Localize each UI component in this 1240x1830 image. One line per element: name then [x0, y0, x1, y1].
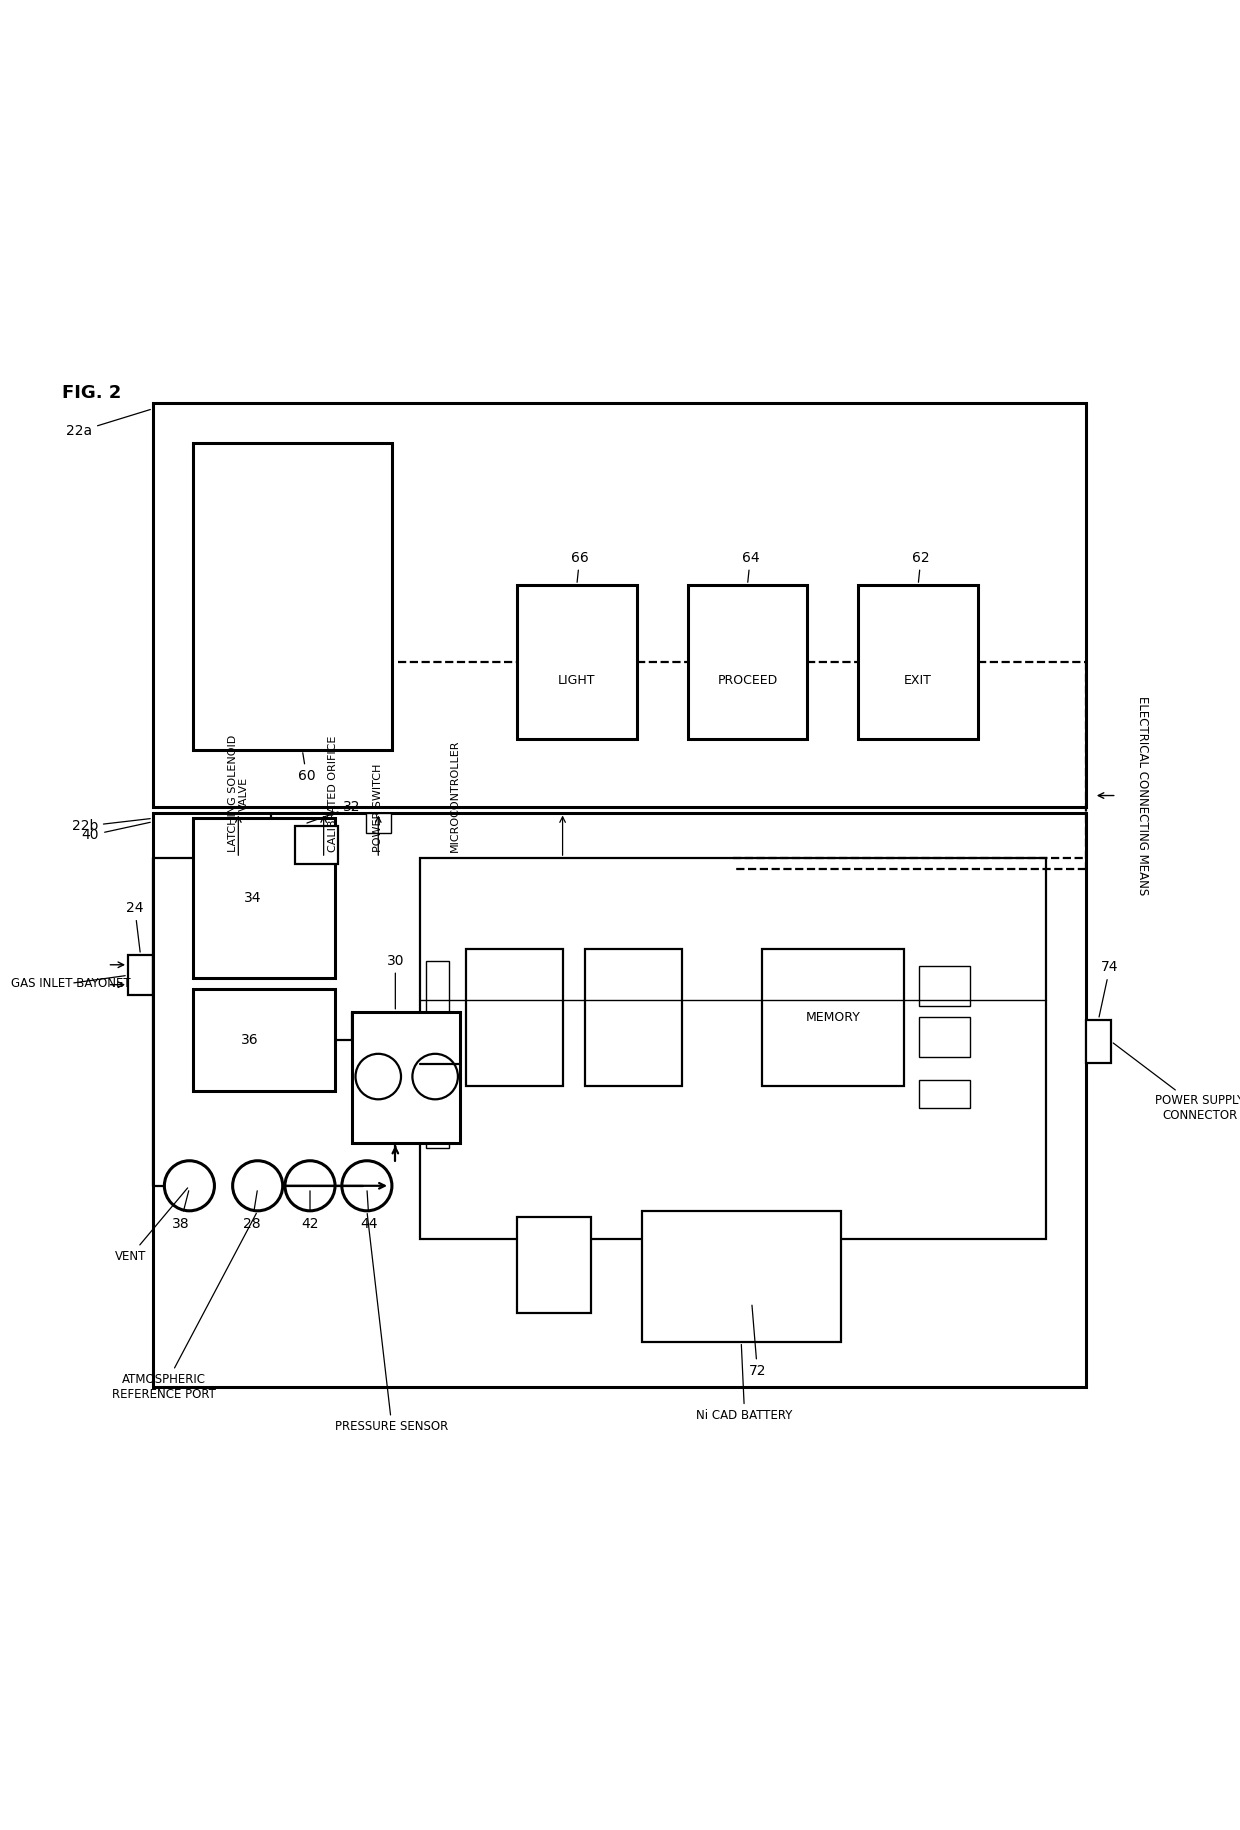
Text: 72: 72: [749, 1305, 766, 1378]
Text: 38: 38: [171, 1191, 190, 1230]
Bar: [352, 1012, 460, 1142]
Bar: [427, 961, 449, 1045]
Text: FIG. 2: FIG. 2: [62, 384, 122, 401]
Text: ELECTRICAL CONNECTING MEANS: ELECTRICAL CONNECTING MEANS: [1136, 695, 1149, 895]
Text: 22a: 22a: [66, 410, 150, 439]
Bar: [366, 813, 391, 833]
Bar: [295, 827, 339, 864]
Text: 74: 74: [1099, 961, 1118, 1017]
Bar: [153, 813, 1086, 1387]
Text: MICROCONTROLLER: MICROCONTROLLER: [449, 739, 460, 853]
Text: POWER SWITCH: POWER SWITCH: [373, 765, 383, 853]
Bar: [858, 586, 978, 739]
Bar: [466, 950, 563, 1085]
Text: 34: 34: [244, 891, 262, 904]
Text: 24: 24: [126, 900, 144, 952]
Bar: [688, 586, 807, 739]
Text: VENT: VENT: [114, 1188, 187, 1263]
Text: MEMORY: MEMORY: [805, 1010, 861, 1025]
Text: POWER SUPPLY
CONNECTOR: POWER SUPPLY CONNECTOR: [1114, 1043, 1240, 1122]
Bar: [919, 966, 970, 1006]
Text: 62: 62: [913, 551, 930, 582]
Bar: [517, 586, 636, 739]
Text: 60: 60: [298, 752, 315, 783]
Text: 42: 42: [301, 1191, 319, 1230]
Text: 28: 28: [243, 1191, 260, 1230]
Bar: [192, 443, 392, 750]
Text: 30: 30: [387, 953, 404, 1008]
Bar: [192, 818, 335, 977]
Circle shape: [285, 1160, 335, 1211]
Circle shape: [342, 1160, 392, 1211]
Circle shape: [233, 1160, 283, 1211]
Bar: [585, 950, 682, 1085]
Circle shape: [165, 1160, 215, 1211]
Bar: [761, 950, 904, 1085]
Text: EXIT: EXIT: [904, 673, 932, 686]
Bar: [1086, 1019, 1111, 1063]
Text: 44: 44: [361, 1191, 378, 1230]
Text: 40: 40: [82, 822, 150, 842]
Text: Ni CAD BATTERY: Ni CAD BATTERY: [697, 1345, 792, 1422]
Circle shape: [413, 1054, 458, 1100]
Bar: [192, 988, 335, 1091]
Text: LATCHING SOLENOID
VALVE: LATCHING SOLENOID VALVE: [227, 736, 249, 853]
Text: 22b: 22b: [72, 818, 150, 833]
Bar: [128, 955, 153, 996]
Text: ATMOSPHERIC
REFERENCE PORT: ATMOSPHERIC REFERENCE PORT: [113, 1213, 257, 1402]
Bar: [919, 1017, 970, 1058]
Bar: [153, 403, 1086, 807]
Text: CALIBRATED ORIFICE: CALIBRATED ORIFICE: [327, 736, 337, 853]
Text: 36: 36: [241, 1034, 258, 1047]
Text: 64: 64: [742, 551, 759, 582]
Bar: [420, 858, 1047, 1239]
Text: GAS INLET BAYONET: GAS INLET BAYONET: [11, 975, 131, 990]
Text: LIGHT: LIGHT: [558, 673, 595, 686]
Circle shape: [356, 1054, 401, 1100]
Text: PRESSURE SENSOR: PRESSURE SENSOR: [335, 1213, 449, 1433]
Text: PROCEED: PROCEED: [718, 673, 777, 686]
Text: 32: 32: [308, 800, 361, 824]
Text: 66: 66: [570, 551, 589, 582]
Bar: [427, 1063, 449, 1147]
Bar: [642, 1211, 841, 1341]
Bar: [919, 1080, 970, 1109]
Bar: [517, 1217, 591, 1314]
